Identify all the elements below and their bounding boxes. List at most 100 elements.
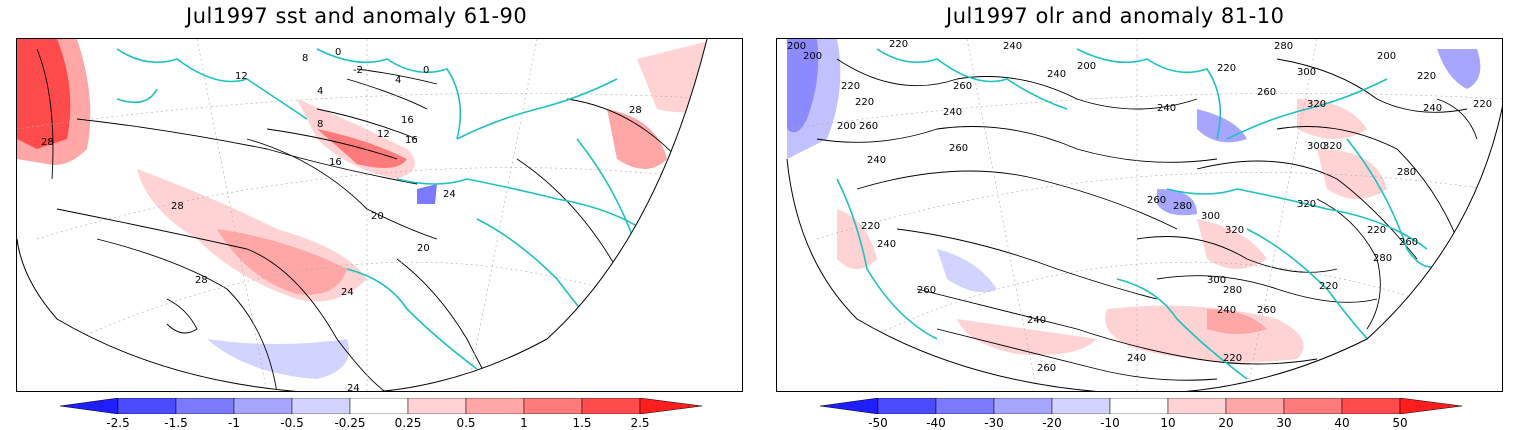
olr-contour: [856, 170, 1178, 230]
sst-contour: [56, 208, 388, 391]
colorbar-segment: [581, 398, 641, 414]
anomaly-cool-region: [417, 184, 437, 204]
colorbar-tick-label: 20: [1218, 416, 1234, 430]
contour-label: 24: [443, 189, 456, 200]
olr-contour: [1436, 98, 1478, 140]
colorbar-segment: [1167, 398, 1227, 414]
contour-label: 16: [329, 157, 342, 168]
graticule: [1246, 39, 1318, 391]
anomaly-warm-region: [217, 229, 347, 295]
contour-label: 280: [1223, 285, 1242, 296]
contour-label: 240: [1027, 315, 1046, 326]
sst-contour: [516, 158, 618, 270]
contour-label: 320: [1225, 225, 1244, 236]
sst-contour: [266, 128, 398, 160]
contour-label: 300: [1307, 141, 1326, 152]
contour-label: 320: [1297, 199, 1316, 210]
contour-label: 220: [1417, 71, 1436, 82]
colorbar-tick-label: 2.5: [630, 416, 650, 430]
colorbar-tick-label: 40: [1334, 416, 1350, 430]
colorbar-tick-label: -20: [1042, 416, 1062, 430]
contour-label: 220: [861, 221, 880, 232]
colorbar-segment: [117, 398, 177, 414]
colorbar-segment: [820, 398, 879, 414]
panel-title-olr: Jul1997 olr and anomaly 81-10: [946, 4, 1285, 28]
coastline: [1246, 228, 1378, 350]
anomaly-cool-region: [937, 249, 997, 293]
sst-contour: [356, 68, 438, 85]
colorbar-tick-label: -50: [868, 416, 888, 430]
anomaly-warm-region: [1317, 149, 1387, 199]
contour-label: 240: [1127, 353, 1146, 364]
sst-contour: [346, 78, 428, 110]
anomaly-cool-region: [787, 39, 841, 159]
graticule: [196, 39, 268, 391]
graticule: [787, 92, 1502, 130]
contour-label: 260: [949, 143, 968, 154]
colorbar-segment: [465, 398, 525, 414]
contour-label: 280: [1373, 253, 1392, 264]
olr-map-canvas: 200 220 240 260 240 200 200 220 280 300 …: [786, 39, 1502, 391]
olr-contour: [1316, 198, 1381, 330]
colorbar-segment: [1283, 398, 1343, 414]
colorbar-segment: [233, 398, 293, 414]
contour-label: 24: [341, 287, 354, 298]
colorbar-tick-label: -0.25: [334, 416, 366, 430]
contour-label: 240: [1047, 69, 1066, 80]
contour-label: 20: [371, 211, 384, 222]
contour-label: 240: [867, 155, 886, 166]
contour-label: 8: [317, 119, 323, 130]
contour-label: 300: [1201, 211, 1220, 222]
colorbar-segment: [175, 398, 235, 414]
colorbar-tick-label: 10: [1160, 416, 1176, 430]
colorbar-tick-label: 0.5: [456, 416, 476, 430]
colorbar-segment: [1051, 398, 1111, 414]
contour-label: 240: [943, 107, 962, 118]
colorbar-segment: [60, 398, 119, 414]
contour-label: 240: [1217, 305, 1236, 316]
sst-contour: [36, 48, 54, 180]
olr-contour: [896, 228, 1158, 300]
colorbar-tick-label: 30: [1276, 416, 1292, 430]
coastline: [346, 268, 478, 370]
contour-label: 300: [1297, 67, 1316, 78]
olr-contour: [816, 126, 1218, 163]
colorbar-tick-label: -30: [984, 416, 1004, 430]
contour-label: 280: [1274, 41, 1293, 52]
contour-label: 320: [1307, 99, 1326, 110]
contour-label: 8: [302, 53, 308, 64]
colorbar-segment: [1109, 398, 1169, 414]
colorbar-segment: [935, 398, 995, 414]
contour-label: 260: [1037, 363, 1056, 374]
coastline: [1226, 78, 1388, 140]
colorbar-tick-label: 0.25: [394, 416, 422, 430]
contour-label: 280: [1173, 201, 1192, 212]
map-olr: 200 220 240 260 240 200 200 220 280 300 …: [776, 38, 1503, 392]
contour-label: 200: [787, 41, 806, 52]
colorbar-tick-label: -1: [228, 416, 240, 430]
olr-contour: [916, 288, 1318, 365]
contour-label: 220: [1319, 281, 1338, 292]
olr-contour: [1156, 275, 1378, 303]
contour-label: 280: [1397, 167, 1416, 178]
sst-contour: [316, 108, 418, 140]
sst-contour: [166, 298, 198, 334]
anomaly-warm-region: [607, 109, 667, 169]
colorbar-tick-label: -0.5: [280, 416, 304, 430]
anomaly-warm-region: [1197, 219, 1267, 269]
colorbar-segment: [1341, 398, 1401, 414]
graticule: [17, 92, 707, 130]
contour-label: 28: [629, 105, 642, 116]
colorbar-segment: [291, 398, 351, 414]
contour-label: 240: [1003, 41, 1022, 52]
coastline: [316, 48, 462, 140]
contour-label: 24: [347, 383, 360, 392]
contour-label: 28: [41, 137, 54, 148]
contour-label: 200: [1077, 61, 1096, 72]
contour-label: 220: [889, 39, 908, 50]
colorbar-tick-label: 1: [520, 416, 528, 430]
colorbar-segment: [993, 398, 1053, 414]
contour-label: 260: [917, 285, 936, 296]
anomaly-cool-region: [1157, 189, 1197, 216]
contour-label: 28: [171, 201, 184, 212]
